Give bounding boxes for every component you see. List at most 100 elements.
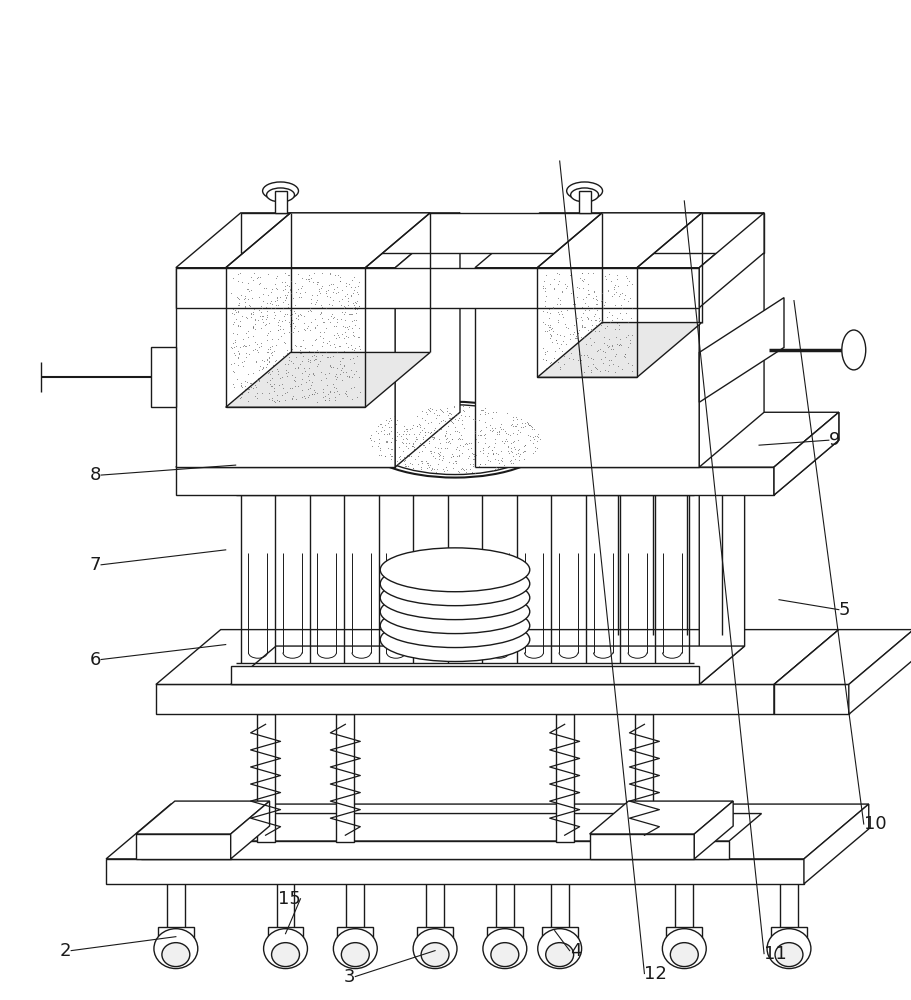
Point — [291, 311, 305, 327]
Point — [470, 434, 485, 450]
Ellipse shape — [380, 590, 529, 634]
Point — [310, 356, 324, 372]
Point — [281, 352, 296, 368]
Point — [486, 431, 501, 447]
Point — [289, 284, 303, 300]
Point — [516, 451, 530, 467]
Point — [238, 325, 252, 341]
Point — [266, 343, 281, 359]
Point — [287, 369, 302, 385]
Point — [403, 421, 417, 437]
Point — [302, 343, 316, 359]
Point — [296, 308, 311, 324]
Point — [256, 314, 271, 330]
Point — [547, 271, 561, 287]
Point — [465, 411, 479, 427]
Point — [344, 341, 359, 357]
Point — [414, 459, 428, 475]
Point — [407, 433, 422, 449]
Point — [341, 318, 355, 334]
Point — [513, 424, 527, 440]
Point — [589, 361, 604, 377]
Point — [234, 354, 249, 370]
Point — [226, 376, 241, 392]
Point — [500, 438, 515, 454]
Point — [433, 435, 447, 451]
Point — [440, 400, 455, 416]
Point — [280, 287, 294, 303]
Point — [259, 311, 273, 327]
Point — [515, 415, 529, 431]
Point — [271, 289, 286, 305]
Point — [292, 342, 306, 358]
Point — [260, 374, 274, 390]
Point — [323, 359, 338, 375]
Point — [554, 284, 568, 300]
Polygon shape — [699, 298, 783, 402]
Point — [237, 288, 251, 304]
Point — [319, 320, 333, 336]
Point — [256, 353, 271, 369]
Point — [569, 279, 584, 295]
Point — [433, 444, 447, 460]
Polygon shape — [475, 268, 699, 467]
Point — [435, 404, 450, 420]
Point — [421, 459, 435, 475]
Point — [226, 345, 241, 361]
Point — [233, 287, 248, 303]
Point — [451, 447, 466, 463]
Point — [260, 344, 274, 360]
Point — [248, 316, 262, 332]
Point — [343, 351, 357, 367]
Point — [301, 389, 315, 405]
Point — [257, 280, 271, 296]
Point — [262, 376, 277, 392]
Point — [226, 301, 241, 317]
Point — [243, 269, 258, 285]
Point — [445, 448, 459, 464]
Point — [328, 318, 343, 334]
Ellipse shape — [670, 943, 698, 967]
Point — [281, 356, 295, 372]
Point — [504, 435, 518, 451]
Point — [251, 289, 265, 305]
Point — [535, 303, 549, 319]
Point — [242, 298, 257, 314]
Point — [393, 448, 407, 464]
Point — [352, 341, 366, 357]
Point — [254, 352, 269, 368]
Point — [276, 308, 291, 324]
Point — [485, 410, 499, 426]
Point — [281, 267, 296, 283]
Point — [260, 303, 274, 319]
Point — [462, 461, 476, 477]
Point — [250, 372, 264, 388]
Point — [298, 271, 312, 287]
Point — [339, 388, 353, 404]
Point — [565, 296, 579, 312]
Point — [439, 430, 454, 446]
Point — [255, 300, 270, 316]
Polygon shape — [773, 412, 838, 495]
Point — [335, 318, 350, 334]
Point — [509, 416, 524, 432]
Point — [313, 280, 328, 296]
Point — [610, 278, 625, 294]
Point — [547, 280, 561, 296]
Point — [306, 347, 321, 363]
Point — [270, 392, 284, 408]
Point — [406, 426, 421, 442]
Point — [436, 463, 451, 479]
Point — [312, 281, 326, 297]
Point — [519, 414, 534, 430]
Point — [326, 336, 341, 352]
Point — [542, 276, 557, 292]
Point — [267, 393, 281, 409]
Point — [439, 440, 454, 456]
Point — [275, 300, 290, 316]
Polygon shape — [241, 213, 763, 253]
Point — [578, 295, 592, 311]
Point — [307, 319, 322, 335]
Polygon shape — [699, 213, 763, 308]
Point — [617, 349, 631, 365]
